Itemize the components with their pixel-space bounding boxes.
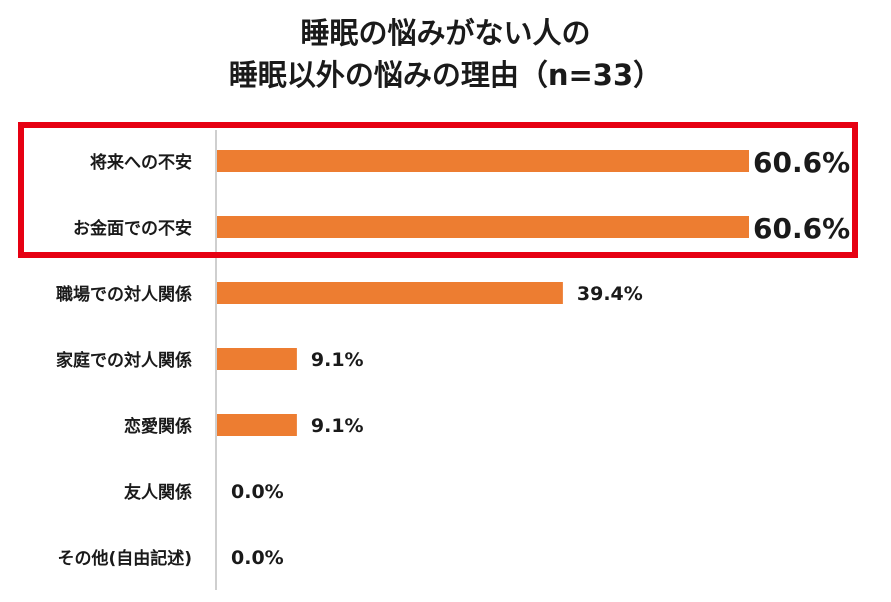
highlight-box: [18, 122, 858, 258]
category-label: 家庭での対人関係: [56, 350, 192, 371]
category-label: 職場での対人関係: [56, 284, 192, 305]
bar: [217, 282, 563, 304]
bar: [217, 348, 297, 370]
category-label: お金面での不安: [73, 218, 192, 239]
value-label: 0.0%: [231, 547, 284, 569]
value-label: 9.1%: [311, 415, 364, 437]
bar: [217, 216, 749, 238]
bar: [217, 150, 749, 172]
value-label: 60.6%: [753, 146, 850, 179]
category-label: 友人関係: [124, 482, 192, 503]
value-label: 39.4%: [577, 283, 643, 305]
chart-title: 睡眠の悩みがない人の 睡眠以外の悩みの理由（n=33）: [0, 12, 891, 96]
value-label: 0.0%: [231, 481, 284, 503]
category-label: 将来への不安: [90, 152, 192, 173]
chart-title-line-1: 睡眠の悩みがない人の: [300, 16, 591, 50]
category-label: その他(自由記述): [57, 548, 192, 569]
chart-title-line-2: 睡眠以外の悩みの理由（n=33）: [228, 58, 663, 92]
bar: [217, 414, 297, 436]
category-label: 恋愛関係: [124, 416, 192, 437]
value-label: 9.1%: [311, 349, 364, 371]
value-label: 60.6%: [753, 212, 850, 245]
